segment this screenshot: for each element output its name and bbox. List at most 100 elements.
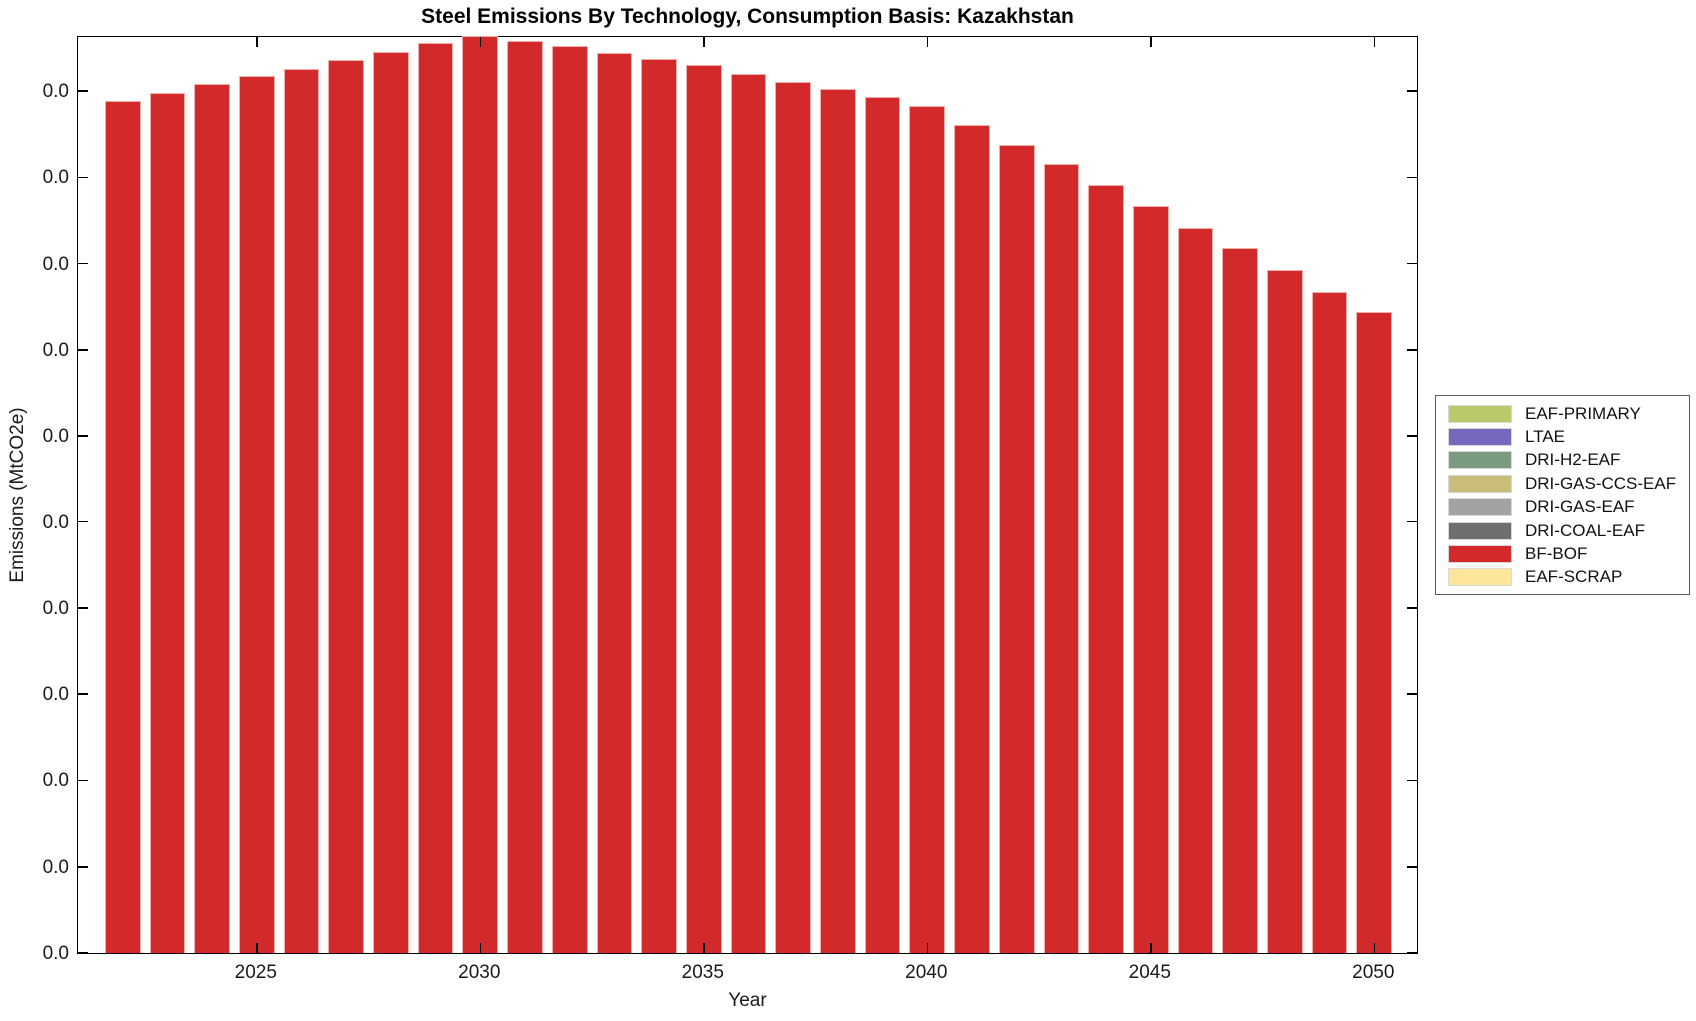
y-tick-label-5: 0.0 [42, 511, 69, 533]
legend-box: EAF-PRIMARY LTAE DRI-H2-EAF DRI-GAS-CCS-EAF… [1435, 395, 1690, 595]
y-tick-right-4 [1407, 607, 1417, 609]
bar-2033 [596, 53, 633, 953]
legend-row-eaf-primary: EAF-PRIMARY [1448, 402, 1689, 425]
y-tick-label-3: 0.0 [42, 684, 69, 706]
bar-2028 [373, 51, 409, 953]
legend-swatch-ltae [1448, 428, 1512, 447]
legend-row-dri-gas-eaf: DRI-GAS-EAF [1448, 496, 1689, 519]
legend-swatch-dri-gas-ccs-eaf [1448, 474, 1512, 493]
x-tick-top-2030 [479, 37, 482, 47]
x-tick-label-2040: 2040 [905, 962, 948, 983]
y-tick-label-10: 0.0 [42, 81, 69, 102]
y-tick-label-2: 0.0 [42, 770, 69, 792]
y-tick-left-5 [78, 520, 88, 523]
bar-2046 [1177, 227, 1214, 953]
y-tick-right-7 [1407, 349, 1417, 351]
bar-2024 [194, 83, 230, 953]
x-tick-top-2035 [703, 37, 705, 47]
y-tick-label-7: 0.0 [42, 339, 69, 361]
y-tick-left-1 [78, 866, 88, 868]
x-tick-label-2025: 2025 [234, 962, 277, 983]
legend-label: DRI-GAS-EAF [1525, 497, 1635, 517]
y-tick-right-0 [1407, 952, 1417, 954]
chart-title: Steel Emissions By Technology, Consumpti… [421, 5, 1074, 28]
y-tick-right-1 [1407, 866, 1417, 868]
y-tick-label-8: 0.0 [42, 253, 69, 275]
y-tick-label-6: 0.0 [42, 426, 69, 448]
legend-row-eaf-scrap: EAF-SCRAP [1448, 566, 1689, 589]
legend-label: DRI-GAS-CCS-EAF [1525, 473, 1677, 493]
x-tick-bottom-2050 [1373, 943, 1375, 953]
y-tick-left-6 [78, 435, 88, 437]
bar-2043 [1043, 163, 1080, 953]
bar-2034 [641, 58, 677, 953]
y-tick-label-9: 0.0 [42, 167, 69, 189]
bar-2047 [1222, 248, 1259, 953]
bar-2045 [1132, 205, 1169, 953]
x-tick-top-2025 [256, 37, 258, 47]
y-tick-left-9 [78, 176, 88, 178]
bar-2035 [685, 65, 722, 953]
y-tick-right-6 [1407, 435, 1417, 437]
y-tick-right-8 [1407, 262, 1417, 265]
bar-2037 [775, 81, 812, 953]
legend-label: EAF-PRIMARY [1525, 403, 1641, 423]
legend-label: LTAE [1525, 427, 1565, 447]
y-tick-left-10 [78, 90, 88, 92]
legend-row-dri-coal-eaf: DRI-COAL-EAF [1448, 519, 1689, 542]
x-tick-bottom-2040 [926, 943, 928, 953]
x-tick-label-2035: 2035 [681, 962, 724, 983]
bar-2023 [149, 92, 186, 953]
x-tick-top-2050 [1373, 37, 1375, 47]
bar-2040 [909, 105, 946, 953]
y-tick-left-4 [78, 607, 88, 609]
legend-swatch-dri-gas-eaf [1448, 498, 1512, 517]
x-tick-bottom-2030 [479, 943, 482, 953]
y-tick-left-7 [78, 349, 88, 351]
bar-2032 [551, 46, 588, 953]
bar-2027 [328, 59, 365, 953]
y-tick-label-4: 0.0 [42, 597, 69, 619]
legend-swatch-eaf-primary [1448, 404, 1512, 423]
bar-2031 [507, 40, 543, 953]
bar-2030 [462, 35, 499, 953]
bar-2049 [1311, 292, 1348, 953]
legend-label: BF-BOF [1525, 544, 1588, 564]
x-tick-top-2045 [1150, 37, 1152, 47]
legend-swatch-bf-bof [1448, 545, 1512, 564]
bar-2050 [1356, 312, 1393, 953]
y-tick-right-3 [1407, 693, 1417, 695]
bar-2039 [864, 97, 901, 953]
legend-row-ltae: LTAE [1448, 425, 1689, 448]
y-tick-right-9 [1407, 176, 1417, 178]
legend-label: DRI-COAL-EAF [1525, 520, 1645, 540]
bar-2026 [283, 69, 320, 953]
x-axis-label: Year [728, 990, 767, 1011]
x-tick-label-2045: 2045 [1128, 962, 1171, 983]
y-tick-label-0: 0.0 [42, 943, 69, 964]
legend-swatch-eaf-scrap [1448, 568, 1512, 587]
bar-2022 [104, 101, 141, 953]
y-tick-left-8 [78, 262, 88, 265]
y-tick-right-2 [1407, 779, 1417, 782]
bar-2036 [730, 73, 767, 953]
x-tick-label-2030: 2030 [458, 962, 501, 983]
plot-area [77, 35, 1418, 954]
y-tick-left-0 [78, 952, 88, 954]
x-tick-bottom-2025 [256, 943, 258, 953]
y-tick-label-1: 0.0 [42, 856, 69, 878]
bar-2041 [954, 125, 990, 953]
legend-row-dri-h2-eaf: DRI-H2-EAF [1448, 449, 1689, 472]
y-tick-left-2 [78, 779, 88, 782]
legend-label: DRI-H2-EAF [1525, 450, 1621, 470]
x-tick-bottom-2035 [703, 943, 705, 953]
bar-2048 [1267, 270, 1303, 953]
legend-swatch-dri-h2-eaf [1448, 451, 1512, 470]
x-tick-bottom-2045 [1150, 943, 1152, 953]
y-tick-right-10 [1407, 90, 1417, 92]
legend-label: EAF-SCRAP [1525, 567, 1623, 587]
legend-row-dri-gas-ccs-eaf: DRI-GAS-CCS-EAF [1448, 472, 1689, 495]
bar-2044 [1088, 184, 1124, 953]
x-tick-label-2050: 2050 [1352, 962, 1395, 983]
